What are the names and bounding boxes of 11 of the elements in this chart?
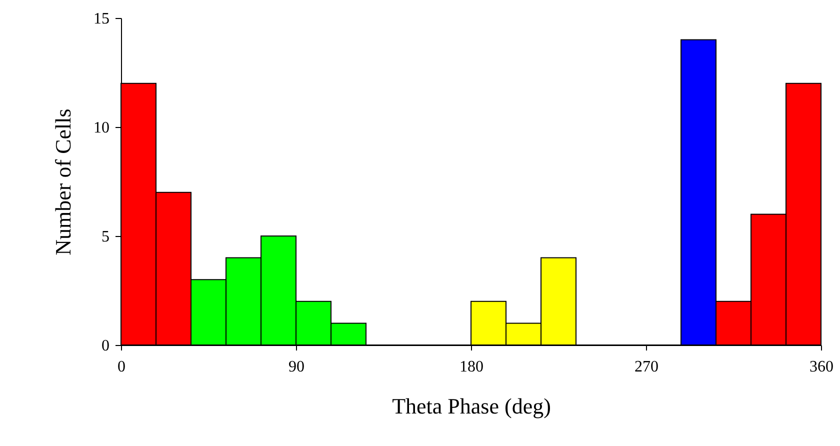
- x-tick-label: 0: [118, 358, 126, 376]
- y-tick-label: 0: [102, 338, 110, 354]
- y-tick-label: 15: [94, 10, 110, 28]
- y-tick-label: 10: [94, 120, 110, 136]
- x-tick-label: 360: [810, 358, 834, 376]
- x-tick-label: 270: [634, 358, 658, 376]
- y-tick-label: 5: [102, 228, 110, 246]
- x-tick-label: 90: [288, 358, 304, 376]
- y-axis-title: Number of Cells: [50, 108, 76, 256]
- x-tick-label: 180: [460, 358, 484, 376]
- x-axis-title: Theta Phase (deg): [392, 394, 551, 418]
